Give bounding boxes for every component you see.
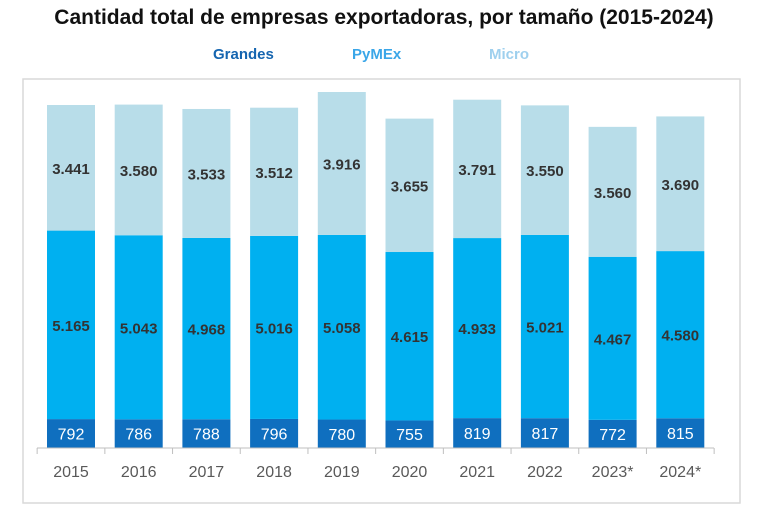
data-label-grandes: 788 [193, 427, 220, 444]
data-label-grandes: 792 [58, 427, 85, 444]
data-label-grandes: 819 [464, 426, 491, 443]
bar-micro-2021 [453, 99, 502, 239]
data-label-pymex: 4.467 [594, 331, 632, 348]
x-tick-label: 2017 [189, 464, 225, 481]
bar-micro-2023 [588, 126, 637, 257]
x-tick-label: 2015 [53, 464, 89, 481]
legend-grandes: Grandes [213, 46, 274, 63]
data-label-grandes: 755 [396, 427, 423, 444]
data-label-micro: 3.655 [391, 178, 429, 195]
data-label-pymex: 4.968 [188, 322, 226, 339]
bar-grandes-2017 [182, 419, 231, 448]
x-tick-label: 2023* [592, 464, 634, 481]
bar-grandes-2024 [656, 418, 705, 448]
bar-grandes-2016 [114, 419, 163, 448]
x-tick-label: 2024* [659, 464, 701, 481]
bar-grandes-2018 [250, 418, 299, 448]
data-label-micro: 3.690 [662, 177, 700, 194]
bar-micro-2019 [317, 92, 366, 235]
bar-pymex-2017 [182, 237, 231, 420]
bar-pymex-2024 [656, 251, 705, 419]
bar-micro-2020 [385, 118, 434, 253]
data-label-grandes: 796 [261, 426, 288, 443]
plot-frame [22, 78, 741, 504]
bar-grandes-2022 [520, 418, 569, 448]
x-tick-label: 2022 [527, 464, 563, 481]
bar-micro-2018 [250, 107, 299, 236]
data-label-micro: 3.441 [52, 161, 90, 178]
x-tick-label: 2021 [459, 464, 495, 481]
bar-pymex-2020 [385, 252, 434, 421]
bar-grandes-2019 [317, 419, 366, 448]
bar-pymex-2019 [317, 234, 366, 420]
x-tick-label: 2019 [324, 464, 360, 481]
data-label-micro: 3.560 [594, 185, 632, 202]
data-label-grandes: 780 [328, 427, 355, 444]
data-label-grandes: 772 [599, 427, 626, 444]
bar-grandes-2020 [385, 420, 434, 448]
data-label-grandes: 815 [667, 426, 694, 443]
data-label-pymex: 4.615 [391, 329, 429, 346]
data-label-micro: 3.580 [120, 163, 158, 180]
data-label-pymex: 4.933 [458, 321, 496, 338]
data-label-pymex: 5.165 [52, 318, 90, 335]
bar-grandes-2021 [453, 418, 502, 448]
bar-micro-2017 [182, 108, 231, 238]
bar-micro-2022 [520, 105, 569, 235]
legend-pymex: PyMEx [352, 46, 402, 63]
data-label-micro: 3.533 [188, 166, 226, 183]
bar-pymex-2021 [453, 238, 502, 419]
data-label-pymex: 5.016 [255, 320, 293, 337]
x-tick-label: 2016 [121, 464, 157, 481]
data-label-micro: 3.512 [255, 165, 293, 182]
chart-title: Cantidad total de empresas exportadoras,… [54, 6, 714, 29]
data-label-pymex: 5.058 [323, 320, 361, 337]
data-label-pymex: 4.580 [662, 328, 700, 345]
bar-pymex-2023 [588, 256, 637, 420]
data-label-grandes: 817 [532, 426, 559, 443]
bar-micro-2016 [114, 104, 163, 236]
data-label-pymex: 5.021 [526, 320, 564, 337]
bar-pymex-2022 [520, 234, 569, 419]
bar-micro-2024 [656, 116, 705, 252]
data-label-micro: 3.791 [458, 162, 496, 179]
x-tick-label: 2018 [256, 464, 292, 481]
bar-micro-2015 [47, 105, 95, 231]
data-label-micro: 3.916 [323, 156, 361, 173]
bar-pymex-2016 [114, 235, 163, 420]
data-label-pymex: 5.043 [120, 320, 158, 337]
legend-micro: Micro [489, 46, 530, 63]
bar-pymex-2018 [250, 235, 299, 419]
bar-pymex-2015 [47, 230, 95, 420]
bar-grandes-2023 [588, 419, 637, 448]
data-label-micro: 3.550 [526, 163, 564, 180]
x-tick-label: 2020 [392, 464, 428, 481]
data-label-grandes: 786 [125, 427, 152, 444]
bar-grandes-2015 [47, 419, 95, 448]
